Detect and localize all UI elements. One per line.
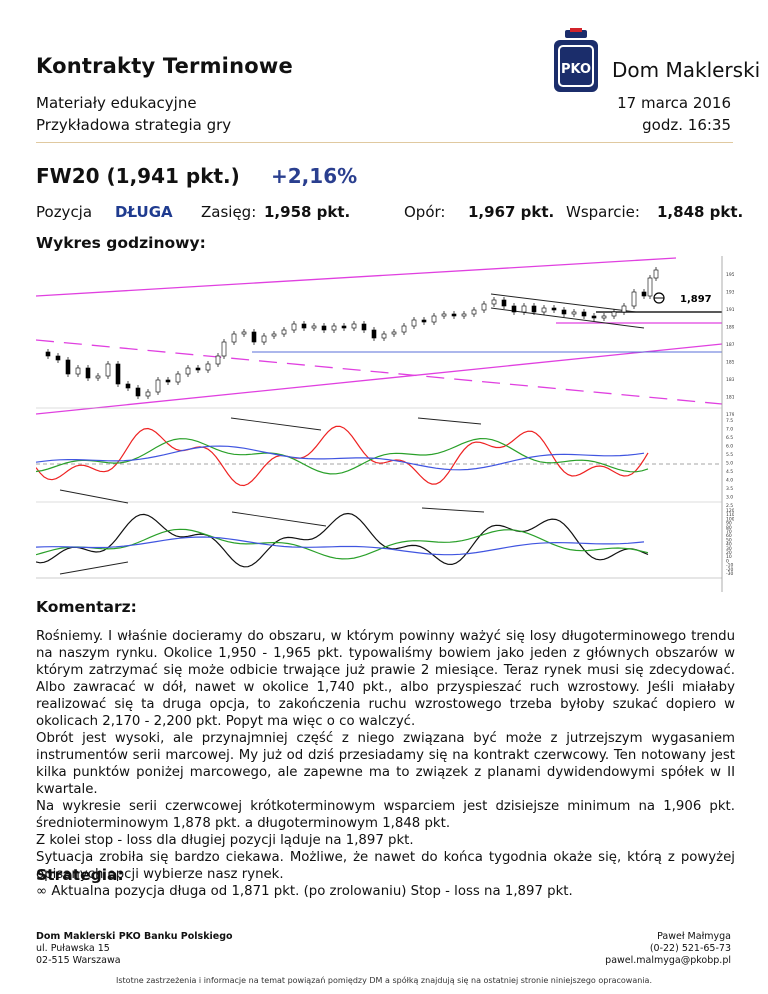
osc1-fast-line [35,425,649,487]
axis-tick-label: 3.5 [726,486,733,492]
subtitle-materials: Materiały edukacyjne [36,94,197,112]
axis-tick-label: 50 [726,537,732,543]
axis-tick-label: -20 [726,567,733,573]
axis-tick-label: 120 [726,508,734,514]
comment-paragraph: Sytuacja zrobiła się bardzo ciekawa. Moż… [36,850,735,882]
osc2-line [35,512,649,568]
report-date: 17 marca 2016 [617,94,731,112]
flag-upper-line [490,293,637,313]
resistance-value: 1,967 pkt. [468,203,555,221]
logo-text: PKO [561,62,591,77]
lower-channel-line [35,343,723,415]
axis-tick-label: 6.5 [726,435,733,441]
axis-tick-label: 100 [726,516,734,522]
pko-logo: PKO [551,28,601,94]
comment-paragraph: Rośniemy. I właśnie docieramy do obszaru… [36,629,735,729]
subtitle-strategy: Przykładowa strategia gry [36,116,232,134]
axis-tick-label: 90 [726,521,732,527]
page-title: Kontrakty Terminowe [36,54,293,78]
axis-tick-label: 1850 [726,360,734,366]
support-label: Wsparcie: [566,203,640,221]
axis-tick-label: 1790 [726,412,734,418]
company-city: 02-515 Warszawa [36,955,121,966]
company-name: Dom Maklerski PKO Banku Polskiego [36,931,233,942]
contact-email[interactable]: pawel.malmyga@pkobp.pl [605,955,731,966]
disclaimer: Istotne zastrzeżenia i informacje na tem… [116,976,652,985]
price-candles [45,267,659,399]
price-annotation: 1,897 [680,294,712,305]
axis-tick-label: 6.0 [726,444,733,450]
axis-tick-label: 1810 [726,395,734,401]
axis-tick-label: 4.5 [726,469,733,475]
report-time: godz. 16:35 [642,116,731,134]
instrument-change: +2,16% [271,164,358,188]
axis-tick-label: 7.0 [726,427,733,433]
axis-tick-label: 10 [726,554,732,560]
axis-tick-label: 1910 [726,307,734,313]
axis-tick-label: -10 [726,563,733,569]
strategy-item: ∞ Aktualna pozycja długa od 1,871 pkt. (… [36,884,573,899]
axis-tick-label: 1950 [726,272,734,278]
comment-body: Rośniemy. I właśnie docieramy do obszaru… [36,628,735,883]
footer-company: Dom Maklerski PKO Banku Polskiego ul. Pu… [36,931,233,967]
osc2-signal-line [35,528,649,560]
contact-phone: (0-22) 521-65-73 [649,943,731,954]
comment-paragraph: Na wykresie serii czerwcowej krótkotermi… [36,799,735,831]
axis-tick-label: 5.0 [726,461,733,467]
header-divider [36,142,733,143]
axis-tick-label: 20 [726,550,732,556]
axis-tick-label: 80 [726,525,732,531]
axis-tick-label: 2.5 [726,503,733,509]
axis-tick-label: 60 [726,533,732,539]
instrument-name: FW20 (1,941 pkt.) [36,164,240,188]
comment-heading: Komentarz: [36,598,137,616]
axis-tick-label: 1890 [726,325,734,331]
axis-tick-label: 0 [726,558,729,564]
brand-name: Dom Maklerski [612,58,761,82]
axis-tick-label: 40 [726,542,732,548]
position-value: DŁUGA [115,203,173,221]
strategy-heading: Strategia: [36,866,124,884]
axis-tick-label: 1870 [726,342,734,348]
hourly-chart: 1,897 1950 1930 1910 1890 1870 1850 1830 1810 17… [35,256,738,594]
axis-tick-label: 5.5 [726,452,733,458]
axis-tick-label: 1930 [726,290,734,296]
strategy-text: Aktualna pozycja długa od 1,871 pkt. (po… [51,884,573,899]
osc2-slow-line [35,536,645,556]
falling-dashed-line [35,339,723,405]
axis-tick-label: 70 [726,529,732,535]
resistance-label: Opór: [404,203,446,221]
flag-lower-line [490,307,645,329]
position-label: Pozycja [36,203,93,221]
axis-tick-label: 30 [726,546,732,552]
axis-tick-label: 110 [726,512,734,518]
chart-heading: Wykres godzinowy: [36,234,206,252]
footer-contact: Paweł Małmyga (0-22) 521-65-73 pawel.mal… [605,931,731,967]
support-value: 1,848 pkt. [657,203,744,221]
upper-channel-line [35,257,677,297]
infinity-bullet-icon: ∞ [36,884,48,899]
axis-tick-label: 4.0 [726,478,733,484]
osc1-slow-line [35,445,645,471]
osc1-signal-line [35,437,649,475]
comment-paragraph: Z kolei stop - loss dla długiej pozycji … [36,833,414,848]
axis-tick-label: 7.5 [726,418,733,424]
axis-tick-label: 1830 [726,377,734,383]
contact-name: Paweł Małmyga [657,931,731,942]
comment-paragraph: Obrót jest wysoki, ale przynajmniej częś… [36,731,735,797]
company-street: ul. Puławska 15 [36,943,110,954]
axis-tick-label: 3.0 [726,495,733,501]
range-value: 1,958 pkt. [264,203,351,221]
axis-tick-label: -30 [726,571,733,577]
range-label: Zasięg: [201,203,257,221]
